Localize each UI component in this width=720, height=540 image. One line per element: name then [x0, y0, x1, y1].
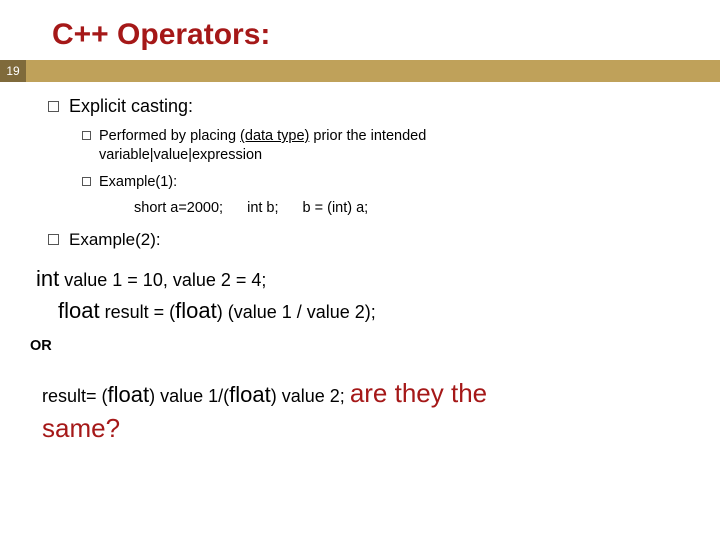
sub-item-1: Performed by placing (data type) prior t… [82, 127, 684, 165]
title-text: C++ Operators: [52, 18, 270, 51]
kw-float-4: float [229, 382, 271, 407]
example2-heading-row: Example(2): [48, 230, 684, 250]
code-p3: b = (int) a; [303, 200, 369, 216]
code-p1: short a=2000; [134, 200, 223, 216]
kw-int: int [36, 266, 59, 291]
sub1-mid: (data type) [240, 128, 309, 144]
page-number-badge: 19 [0, 60, 26, 82]
ex2-l2-tail: ) (value 1 / value 2); [217, 302, 376, 322]
sub-item-1-text: Performed by placing (data type) prior t… [99, 127, 426, 165]
code-p2: int b; [247, 200, 278, 216]
square-bullet-icon [82, 177, 91, 186]
sub1-post: prior the intended [309, 128, 426, 144]
example2-line1: int value 1 = 10, value 2 = 4; [36, 266, 684, 292]
ex2-l2-mid: result = ( [100, 302, 176, 322]
accent-bar: 19 [0, 60, 720, 82]
question-part1: are they the [350, 378, 487, 408]
kw-float-3: float [108, 382, 150, 407]
section-heading-row: Explicit casting: [48, 96, 684, 117]
ex2-l1-rest: value 1 = 10, value 2 = 4; [59, 270, 266, 290]
final-post: ) value 2; [271, 386, 350, 406]
question-part2: same? [42, 413, 120, 443]
page-number: 19 [6, 64, 19, 78]
example2-line2: float result = (float) (value 1 / value … [58, 298, 684, 324]
sub1-pre: Performed by placing [99, 128, 240, 144]
sub-item-2: Example(1): [82, 173, 684, 192]
sub-list: Performed by placing (data type) prior t… [82, 127, 684, 216]
kw-float-1: float [58, 298, 100, 323]
kw-float-2: float [175, 298, 217, 323]
square-bullet-icon [48, 234, 59, 245]
section-heading: Explicit casting: [69, 96, 193, 117]
or-separator: OR [30, 338, 684, 354]
square-bullet-icon [48, 101, 59, 112]
example2-label: Example(2): [69, 230, 161, 250]
example2-block: int value 1 = 10, value 2 = 4; float res… [36, 266, 684, 446]
square-bullet-icon [82, 131, 91, 140]
content-area: Explicit casting: Performed by placing (… [0, 82, 720, 446]
final-block: result= (float) value 1/(float) value 2;… [42, 376, 684, 446]
slide-title: C++ Operators: [0, 0, 720, 60]
final-mid: ) value 1/( [149, 386, 229, 406]
final-pre: result= ( [42, 386, 108, 406]
sub1-line2: variable|value|expression [99, 147, 262, 163]
code-line-1: short a=2000; int b; b = (int) a; [134, 200, 684, 216]
sub-item-2-text: Example(1): [99, 173, 177, 192]
